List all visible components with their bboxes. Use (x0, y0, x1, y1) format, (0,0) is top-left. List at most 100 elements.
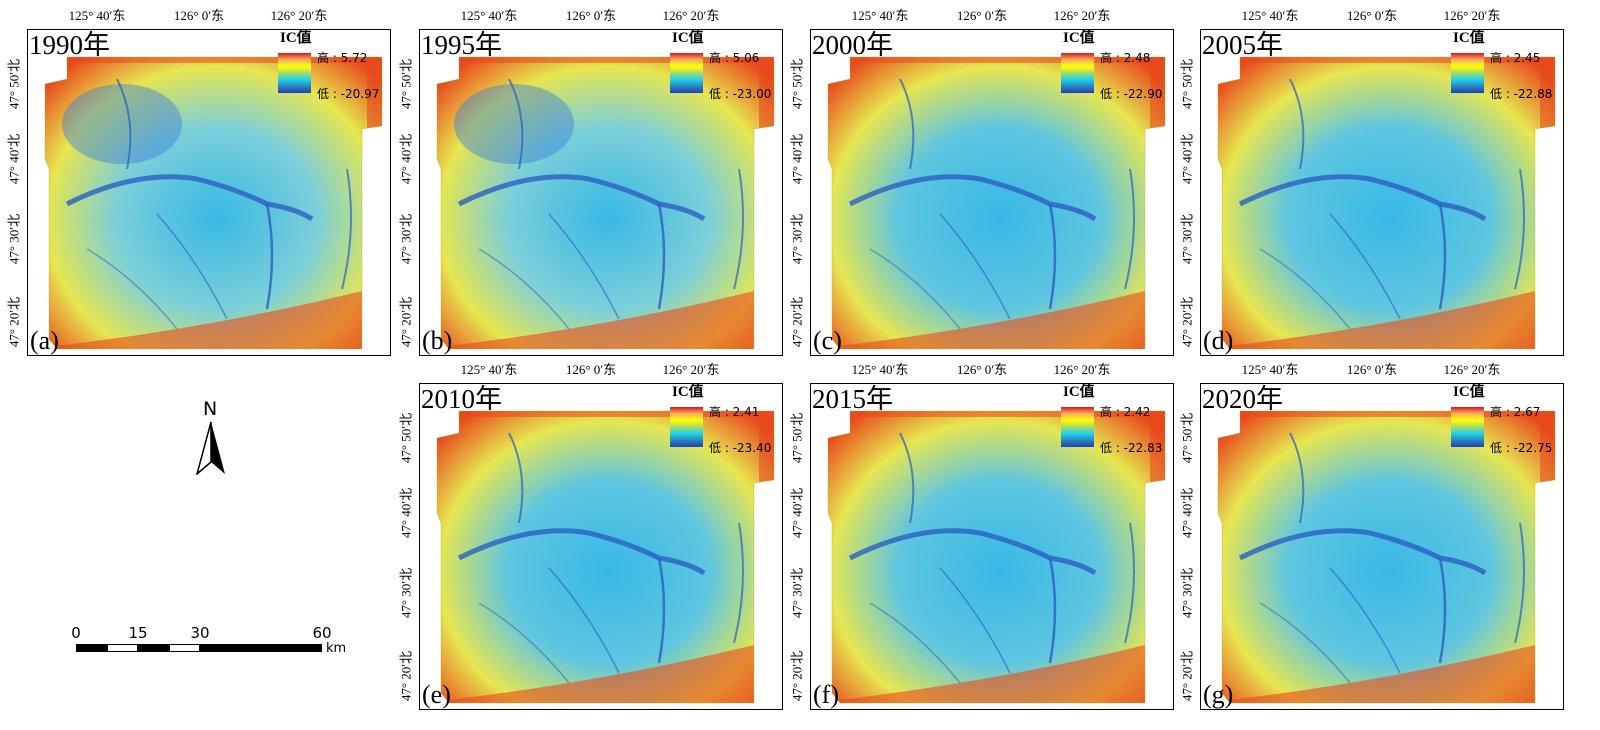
legend-title: IC值 (672, 30, 704, 46)
longitude-tick-label: 125° 40′东 (68, 8, 126, 23)
north-label: N (203, 398, 218, 420)
legend-low-value: 低 : -22.90 (1100, 87, 1163, 101)
legend-high-value: 高 : 5.72 (317, 51, 368, 65)
year-label: 2005年 (1202, 30, 1283, 60)
legend-title: IC值 (1063, 384, 1095, 400)
longitude-tick-label: 126° 20′东 (270, 8, 328, 23)
year-label: 2015年 (812, 384, 893, 414)
panel-letter: (f) (813, 680, 839, 709)
latitude-tick-label: 47° 40′北 (1179, 487, 1195, 539)
scale-seg (200, 644, 322, 652)
latitude-tick-label: 47° 30′北 (789, 213, 805, 265)
panel-letter: (e) (422, 680, 451, 709)
latitude-tick-label: 47° 50′北 (6, 58, 22, 110)
legend-title: IC值 (1063, 30, 1095, 46)
ic-raster-map (44, 56, 383, 350)
longitude-tick-label: 126° 20′东 (662, 8, 720, 23)
longitude-tick-label: 126° 0′东 (956, 362, 1008, 377)
year-label: 1995年 (421, 30, 502, 60)
legend-title: IC值 (1453, 384, 1485, 400)
ic-raster-map (827, 56, 1166, 350)
longitude-tick-label: 126° 0′东 (1346, 362, 1398, 377)
year-label: 2020年 (1202, 384, 1283, 414)
legend-high-value: 高 : 2.42 (1100, 405, 1151, 419)
legend-low-value: 低 : -23.40 (709, 441, 772, 455)
legend-color-ramp (278, 53, 311, 93)
longitude-tick-label: 125° 40′东 (1241, 8, 1299, 23)
latitude-tick-label: 47° 30′北 (1179, 567, 1195, 619)
latitude-tick-label: 47° 40′北 (398, 487, 414, 539)
latitude-tick-label: 47° 30′北 (789, 567, 805, 619)
longitude-tick-label: 126° 0′东 (565, 362, 617, 377)
scale-label-30: 30 (190, 624, 210, 642)
legend-color-ramp (1061, 53, 1094, 93)
map-panel: 1990年 (a) IC值高 : 5.72 低 : -20.97 (27, 29, 391, 356)
legend-high-value: 高 : 2.41 (709, 405, 760, 419)
legend-title: IC值 (280, 30, 312, 46)
north-arrow-icon (196, 421, 225, 475)
ic-raster-map (436, 56, 775, 350)
latitude-tick-label: 47° 30′北 (1179, 213, 1195, 265)
scale-label-15: 15 (128, 624, 148, 642)
ic-raster-map (1217, 56, 1556, 350)
scale-seg (169, 644, 200, 652)
legend-high-value: 高 : 2.45 (1490, 51, 1541, 65)
longitude-tick-label: 126° 0′东 (565, 8, 617, 23)
panel-letter: (g) (1203, 680, 1234, 709)
latitude-tick-label: 47° 30′北 (398, 567, 414, 619)
longitude-tick-label: 125° 40′东 (1241, 362, 1299, 377)
latitude-tick-label: 47° 30′北 (6, 213, 22, 265)
legend-low-value: 低 : -22.75 (1490, 441, 1553, 455)
scale-seg (107, 644, 138, 652)
longitude-tick-label: 126° 20′东 (1053, 8, 1111, 23)
year-label: 2000年 (812, 30, 893, 60)
ic-raster-map (436, 410, 775, 704)
latitude-tick-label: 47° 30′北 (398, 213, 414, 265)
latitude-tick-label: 47° 20′北 (789, 296, 805, 348)
legend-color-ramp (670, 53, 703, 93)
legend-title: IC值 (672, 384, 704, 400)
latitude-tick-label: 47° 40′北 (398, 133, 414, 185)
map-panel: 2005年 (d) IC值高 : 2.45 低 : -22.88 (1200, 29, 1564, 356)
longitude-tick-label: 125° 40′东 (851, 8, 909, 23)
latitude-tick-label: 47° 20′北 (789, 650, 805, 702)
legend-high-value: 高 : 2.67 (1490, 405, 1541, 419)
scale-label-0: 0 (71, 624, 81, 642)
map-panel: 1995年 (b) IC值高 : 5.06 低 : -23.00 (419, 29, 783, 356)
panel-letter: (a) (30, 326, 59, 355)
scale-unit: km (326, 641, 347, 656)
legend-high-value: 高 : 2.48 (1100, 51, 1151, 65)
legend-low-value: 低 : -20.97 (317, 87, 380, 101)
longitude-tick-label: 126° 20′东 (662, 362, 720, 377)
year-label: 1990年 (29, 30, 110, 60)
ic-raster-map (1217, 410, 1556, 704)
legend-low-value: 低 : -23.00 (709, 87, 772, 101)
latitude-tick-label: 47° 20′北 (1179, 296, 1195, 348)
panel-letter: (b) (422, 326, 453, 355)
latitude-tick-label: 47° 50′北 (398, 412, 414, 464)
latitude-tick-label: 47° 50′北 (789, 58, 805, 110)
year-label: 2010年 (421, 384, 502, 414)
scale-label-60: 60 (312, 624, 332, 642)
latitude-tick-label: 47° 50′北 (1179, 412, 1195, 464)
map-panel: 2000年 (c) IC值高 : 2.48 低 : -22.90 (810, 29, 1174, 356)
legend-title: IC值 (1453, 30, 1485, 46)
latitude-tick-label: 47° 20′北 (1179, 650, 1195, 702)
latitude-tick-label: 47° 50′北 (398, 58, 414, 110)
latitude-tick-label: 47° 40′北 (1179, 133, 1195, 185)
legend-color-ramp (1061, 407, 1094, 447)
scale-bar: 0 15 30 60 km (71, 624, 376, 664)
longitude-tick-label: 126° 20′东 (1053, 362, 1111, 377)
latitude-tick-label: 47° 40′北 (789, 133, 805, 185)
longitude-tick-label: 126° 0′东 (956, 8, 1008, 23)
scale-seg (76, 644, 107, 652)
panel-letter: (d) (1203, 326, 1234, 355)
map-panel: 2020年 (g) IC值高 : 2.67 低 : -22.75 (1200, 383, 1564, 710)
longitude-tick-label: 126° 0′东 (1346, 8, 1398, 23)
longitude-tick-label: 126° 0′东 (173, 8, 225, 23)
legend-color-ramp (1451, 407, 1484, 447)
latitude-tick-label: 47° 50′北 (789, 412, 805, 464)
longitude-tick-label: 126° 20′东 (1443, 362, 1501, 377)
longitude-tick-label: 125° 40′东 (460, 8, 518, 23)
legend-low-value: 低 : -22.83 (1100, 441, 1163, 455)
